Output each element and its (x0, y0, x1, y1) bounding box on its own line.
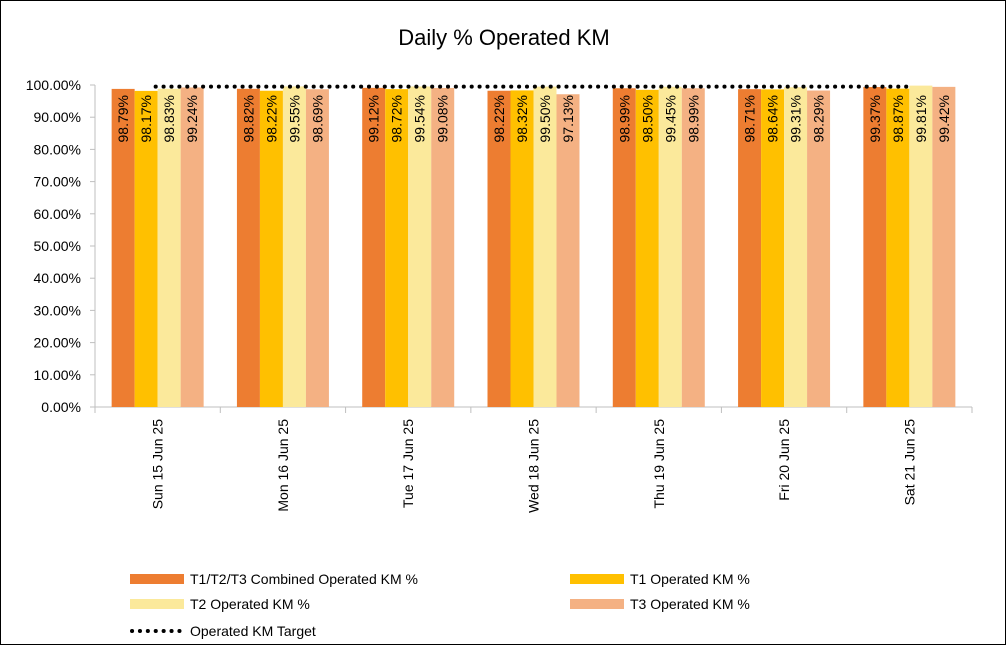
bar-data-label: 99.55% (286, 95, 302, 142)
bar-data-label: 98.50% (639, 95, 655, 142)
y-tick-label: 70.00% (34, 174, 81, 190)
bar-data-label: 98.71% (742, 95, 758, 142)
bar-data-label: 99.54% (412, 95, 428, 142)
bar (487, 90, 511, 407)
bar-data-label: 98.72% (389, 95, 405, 142)
bar-data-label: 98.22% (263, 95, 279, 142)
bar (658, 86, 682, 407)
bar-data-label: 98.69% (309, 95, 325, 142)
y-tick-label: 40.00% (34, 270, 81, 286)
bar-data-label: 97.13% (560, 95, 576, 142)
chart-title: Daily % Operated KM (398, 25, 610, 50)
x-tick-label: Mon 16 Jun 25 (275, 419, 291, 512)
bar-data-label: 99.45% (662, 95, 678, 142)
legend-swatch (130, 574, 184, 584)
legend-entry-label: Operated KM Target (190, 623, 316, 639)
bar (180, 87, 204, 407)
bar (111, 88, 135, 407)
bar (635, 89, 659, 407)
bar (886, 88, 910, 407)
bar (932, 86, 956, 407)
bar-data-label: 98.32% (514, 95, 530, 142)
bar (236, 88, 260, 408)
bar (738, 89, 762, 407)
bar-data-label: 98.22% (491, 95, 507, 142)
x-tick-label: Sun 15 Jun 25 (150, 419, 166, 510)
legend-swatch (130, 599, 184, 609)
bar-data-label: 98.29% (811, 95, 827, 142)
bar (681, 88, 705, 407)
legend: T1/T2/T3 Combined Operated KM % T1 Operat… (130, 571, 750, 639)
bars (111, 85, 956, 408)
bar-data-label: 99.31% (788, 95, 804, 142)
legend-entry-label: T2 Operated KM % (190, 596, 310, 612)
bar (362, 87, 386, 407)
bar (431, 87, 455, 407)
bar (408, 86, 432, 407)
bar-data-label: 99.37% (867, 95, 883, 142)
y-axis: 0.00% 10.00% 20.00% 30.00% 40.00% 50.00% 60.00… (26, 77, 96, 415)
legend-entry-label: T1/T2/T3 Combined Operated KM % (190, 571, 418, 587)
y-tick-label: 50.00% (34, 238, 81, 254)
bar (863, 87, 887, 408)
bar (909, 85, 933, 407)
y-tick-label: 80.00% (34, 141, 81, 157)
bar (510, 90, 534, 407)
bar-data-label: 98.87% (890, 95, 906, 142)
bar (305, 89, 329, 407)
x-tick-label: Wed 18 Jun 25 (526, 419, 542, 513)
data-labels: 98.79% 98.82% 99.12% 98.22% 98.99% 98.71% 99.3… (115, 95, 952, 142)
bar-data-label: 99.50% (537, 95, 553, 142)
y-tick-label: 100.00% (26, 77, 81, 93)
y-tick-label: 20.00% (34, 335, 81, 351)
bar (259, 90, 283, 407)
legend-swatch (570, 574, 624, 584)
bar-data-label: 99.08% (435, 95, 451, 142)
bar-data-label: 99.24% (184, 95, 200, 142)
x-tick-label: Sat 21 Jun 25 (901, 419, 917, 506)
legend-entry-label: T3 Operated KM % (630, 596, 750, 612)
bar (761, 89, 785, 407)
y-tick-label: 0.00% (41, 399, 81, 415)
x-axis: Sun 15 Jun 25 Mon 16 Jun 25 Tue 17 Jun 25 W… (94, 406, 973, 513)
bar (556, 94, 580, 408)
x-tick-label: Thu 19 Jun 25 (651, 419, 667, 509)
bar (385, 89, 409, 408)
legend-swatch (570, 599, 624, 609)
bar-data-label: 99.12% (366, 95, 382, 142)
bar-data-label: 99.81% (913, 95, 929, 142)
bar-data-label: 98.99% (616, 95, 632, 142)
bar-data-label: 98.82% (240, 95, 256, 142)
bar (784, 87, 808, 407)
bar (807, 90, 831, 408)
legend-entry-label: T1 Operated KM % (630, 571, 750, 587)
bar-data-label: 98.83% (161, 95, 177, 142)
y-tick-label: 30.00% (34, 302, 81, 318)
bar-data-label: 99.42% (936, 95, 952, 142)
x-tick-label: Tue 17 Jun 25 (400, 419, 416, 508)
bar (533, 86, 557, 408)
y-tick-label: 90.00% (34, 109, 81, 125)
bar (282, 86, 306, 407)
bar-data-label: 98.64% (765, 95, 781, 142)
bar (612, 88, 636, 407)
bar-data-label: 98.99% (685, 95, 701, 142)
bar (134, 90, 158, 407)
bar (157, 88, 181, 408)
x-tick-label: Fri 20 Jun 25 (776, 419, 792, 501)
bar-data-label: 98.79% (115, 95, 131, 142)
bar-data-label: 98.17% (138, 95, 154, 142)
y-tick-label: 60.00% (34, 206, 81, 222)
y-tick-label: 10.00% (34, 367, 81, 383)
